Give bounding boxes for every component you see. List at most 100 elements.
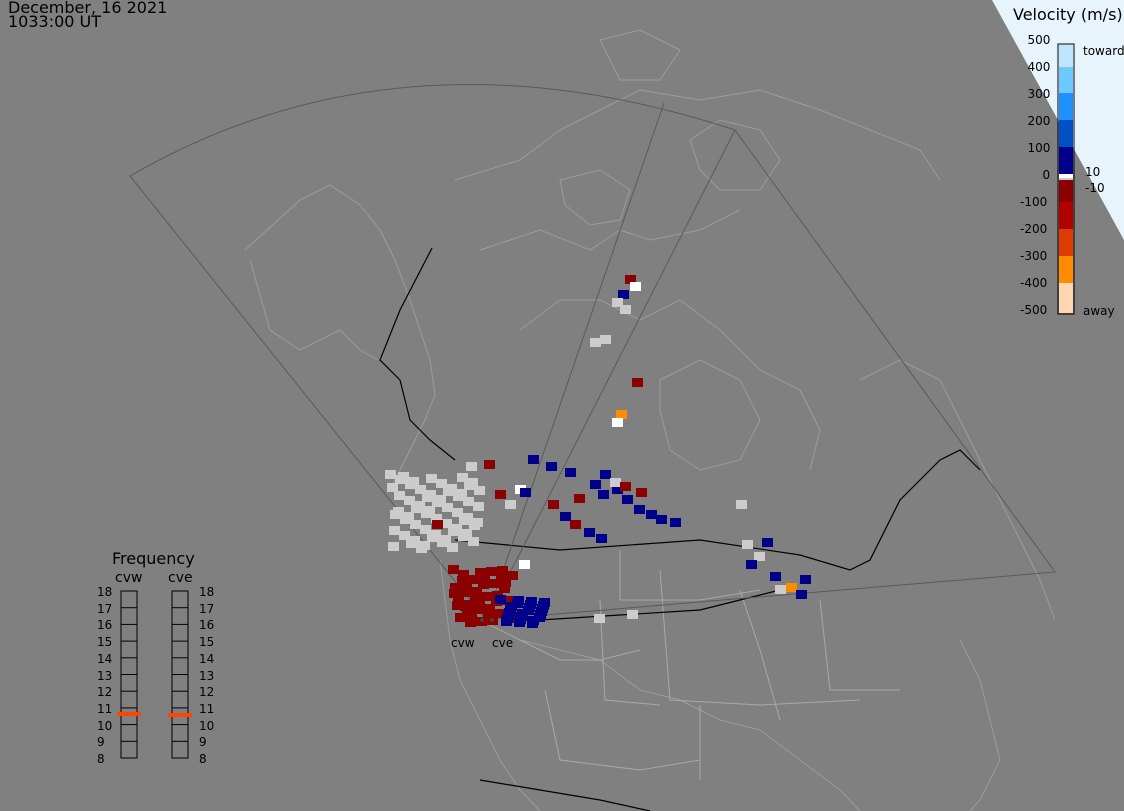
velocity-cell (468, 575, 479, 584)
velocity-cell (474, 599, 485, 608)
frequency-tick-left: 12 (97, 685, 113, 700)
frequency-tick-right: 9 (199, 735, 207, 750)
velocity-cell (471, 587, 482, 596)
velocity-cell (483, 610, 494, 619)
velocity-cell (415, 485, 426, 494)
velocity-cell (634, 505, 645, 514)
velocity-cell (754, 552, 765, 561)
velocity-cell (452, 508, 463, 517)
frequency-marker-cve (168, 713, 192, 717)
velocity-cell (479, 574, 490, 583)
velocity-cell (457, 576, 468, 585)
velocity-cell (425, 490, 436, 499)
velocity-cell (618, 290, 629, 299)
velocity-cell (410, 520, 421, 529)
velocity-cell (440, 535, 451, 544)
velocity-cell (620, 482, 631, 491)
velocity-cell (447, 543, 458, 552)
velocity-cell (393, 507, 404, 516)
velocity-cell (501, 617, 512, 626)
velocity-cell (775, 585, 786, 594)
radar-sites (480, 618, 494, 622)
radar-label-cvw: cvw (451, 636, 475, 650)
colorbar-tick-label: 500 (1027, 33, 1051, 47)
frequency-tick-right: 15 (199, 635, 215, 650)
velocity-cell (746, 560, 757, 569)
velocity-cell (450, 583, 461, 592)
velocity-cell (800, 575, 811, 584)
velocity-cell (478, 580, 489, 589)
colorbar-tick-label: -500 (1020, 303, 1048, 317)
colorbar-tick-label: 300 (1027, 87, 1051, 101)
velocity-cell (770, 572, 781, 581)
frequency-tick-left: 9 (97, 735, 105, 750)
velocity-cell (560, 512, 571, 521)
velocity-cell (473, 605, 484, 614)
frequency-tick-left: 15 (97, 635, 113, 650)
velocity-cell (431, 514, 442, 523)
velocity-cell (786, 583, 797, 592)
velocity-cell (463, 497, 474, 506)
colorbar-tick-label: 200 (1027, 114, 1051, 128)
colorbar-tick-label: 400 (1027, 60, 1051, 74)
frequency-tick-right: 13 (199, 668, 215, 683)
velocity-cell (388, 542, 399, 551)
radar-label-cve: cve (492, 636, 514, 650)
velocity-cell (399, 531, 410, 540)
colorbar-tick-label: 0 (1042, 168, 1051, 182)
velocity-cell (514, 618, 525, 627)
velocity-cell (500, 578, 511, 587)
velocity-cell (598, 490, 609, 499)
frequency-tick-right: 16 (199, 618, 215, 633)
velocity-cell (590, 480, 601, 489)
frequency-tick-right: 11 (199, 701, 215, 716)
velocity-cell (620, 305, 631, 314)
velocity-cell (430, 530, 441, 539)
velocity-cell (441, 519, 452, 528)
frequency-tick-left: 11 (97, 701, 113, 716)
velocity-cell (465, 618, 476, 627)
velocity-cell (408, 477, 419, 486)
velocity-cell (625, 275, 636, 284)
velocity-cell (424, 506, 435, 515)
frequency-tick-left: 14 (97, 651, 113, 666)
velocity-cell (403, 512, 414, 521)
velocity-cell (612, 485, 623, 494)
velocity-cell (460, 588, 471, 597)
frequency-tick-left: 16 (97, 618, 113, 633)
velocity-cell (523, 606, 534, 615)
velocity-cell (448, 565, 459, 574)
velocity-cell (636, 488, 647, 497)
velocity-cell (466, 462, 477, 471)
velocity-cell (630, 282, 641, 291)
velocity-cell (461, 529, 472, 538)
velocity-cells (385, 275, 811, 628)
velocity-cell (462, 606, 473, 615)
velocity-cell (442, 503, 453, 512)
velocity-cell (484, 604, 495, 613)
colorbar-tick-label: -200 (1020, 222, 1048, 236)
velocity-cell (519, 560, 530, 569)
state-lines (479, 550, 900, 780)
velocity-cell (512, 599, 523, 608)
velocity-cell (486, 567, 497, 576)
velocity-cell (472, 518, 483, 527)
velocity-cell (474, 486, 485, 495)
frequency-tick-right: 8 (199, 752, 207, 766)
velocity-cell (548, 500, 559, 509)
velocity-cell (463, 600, 474, 609)
time-label: 1033:00 UT (8, 12, 102, 31)
velocity-cell (546, 462, 557, 471)
radar-field-of-view (129, 84, 1056, 621)
colorbar-small-pos: 10 (1085, 165, 1101, 179)
velocity-cell (475, 568, 486, 577)
velocity-cell (484, 460, 495, 469)
velocity-cell (419, 541, 430, 550)
velocity-cell (762, 538, 773, 547)
velocity-cell (414, 501, 425, 510)
velocity-cell (473, 502, 484, 511)
velocity-cell (670, 518, 681, 527)
velocity-cell (534, 613, 545, 622)
velocity-cell (389, 526, 400, 535)
